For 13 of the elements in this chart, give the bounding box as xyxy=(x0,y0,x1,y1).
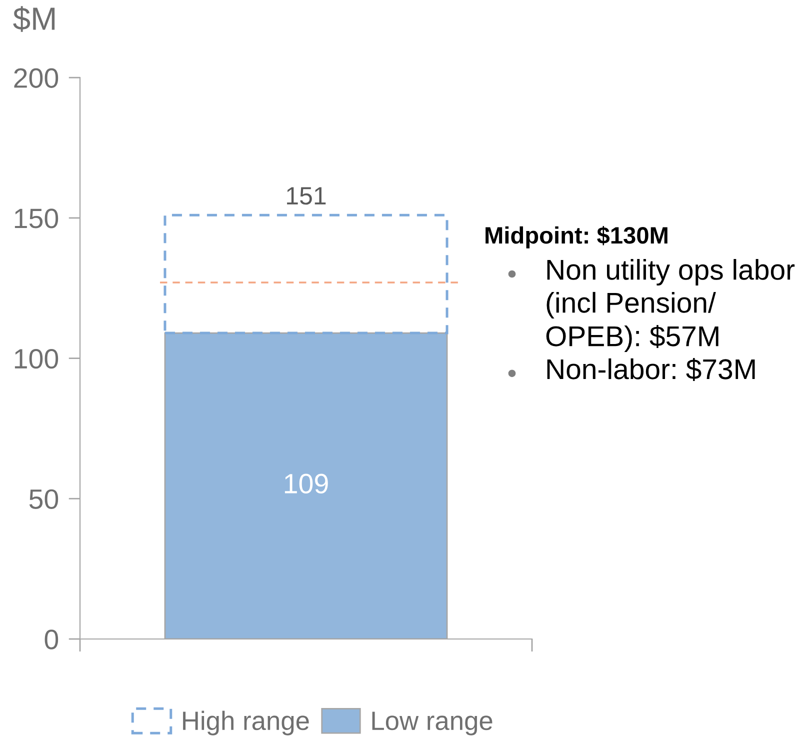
text: Non-labor: $73M xyxy=(547,358,755,382)
legend-label: Low range xyxy=(372,712,492,736)
y-tick-label: 100 xyxy=(14,348,58,369)
y-tick-label: 50 xyxy=(29,489,58,509)
data-label: 109 xyxy=(284,474,328,494)
legend-label: High range xyxy=(183,710,309,736)
y-tick-label: 200 xyxy=(14,68,58,88)
total-label: 151 xyxy=(287,187,326,205)
text: Non utility ops labor (incl Pension/ OPEB): $57M xyxy=(546,259,795,352)
y-tick-label: 0 xyxy=(44,630,58,650)
text: Midpoint: $130M xyxy=(486,226,668,248)
y-tick-label: 150 xyxy=(14,208,58,228)
y-axis-title: $M xyxy=(13,6,55,32)
